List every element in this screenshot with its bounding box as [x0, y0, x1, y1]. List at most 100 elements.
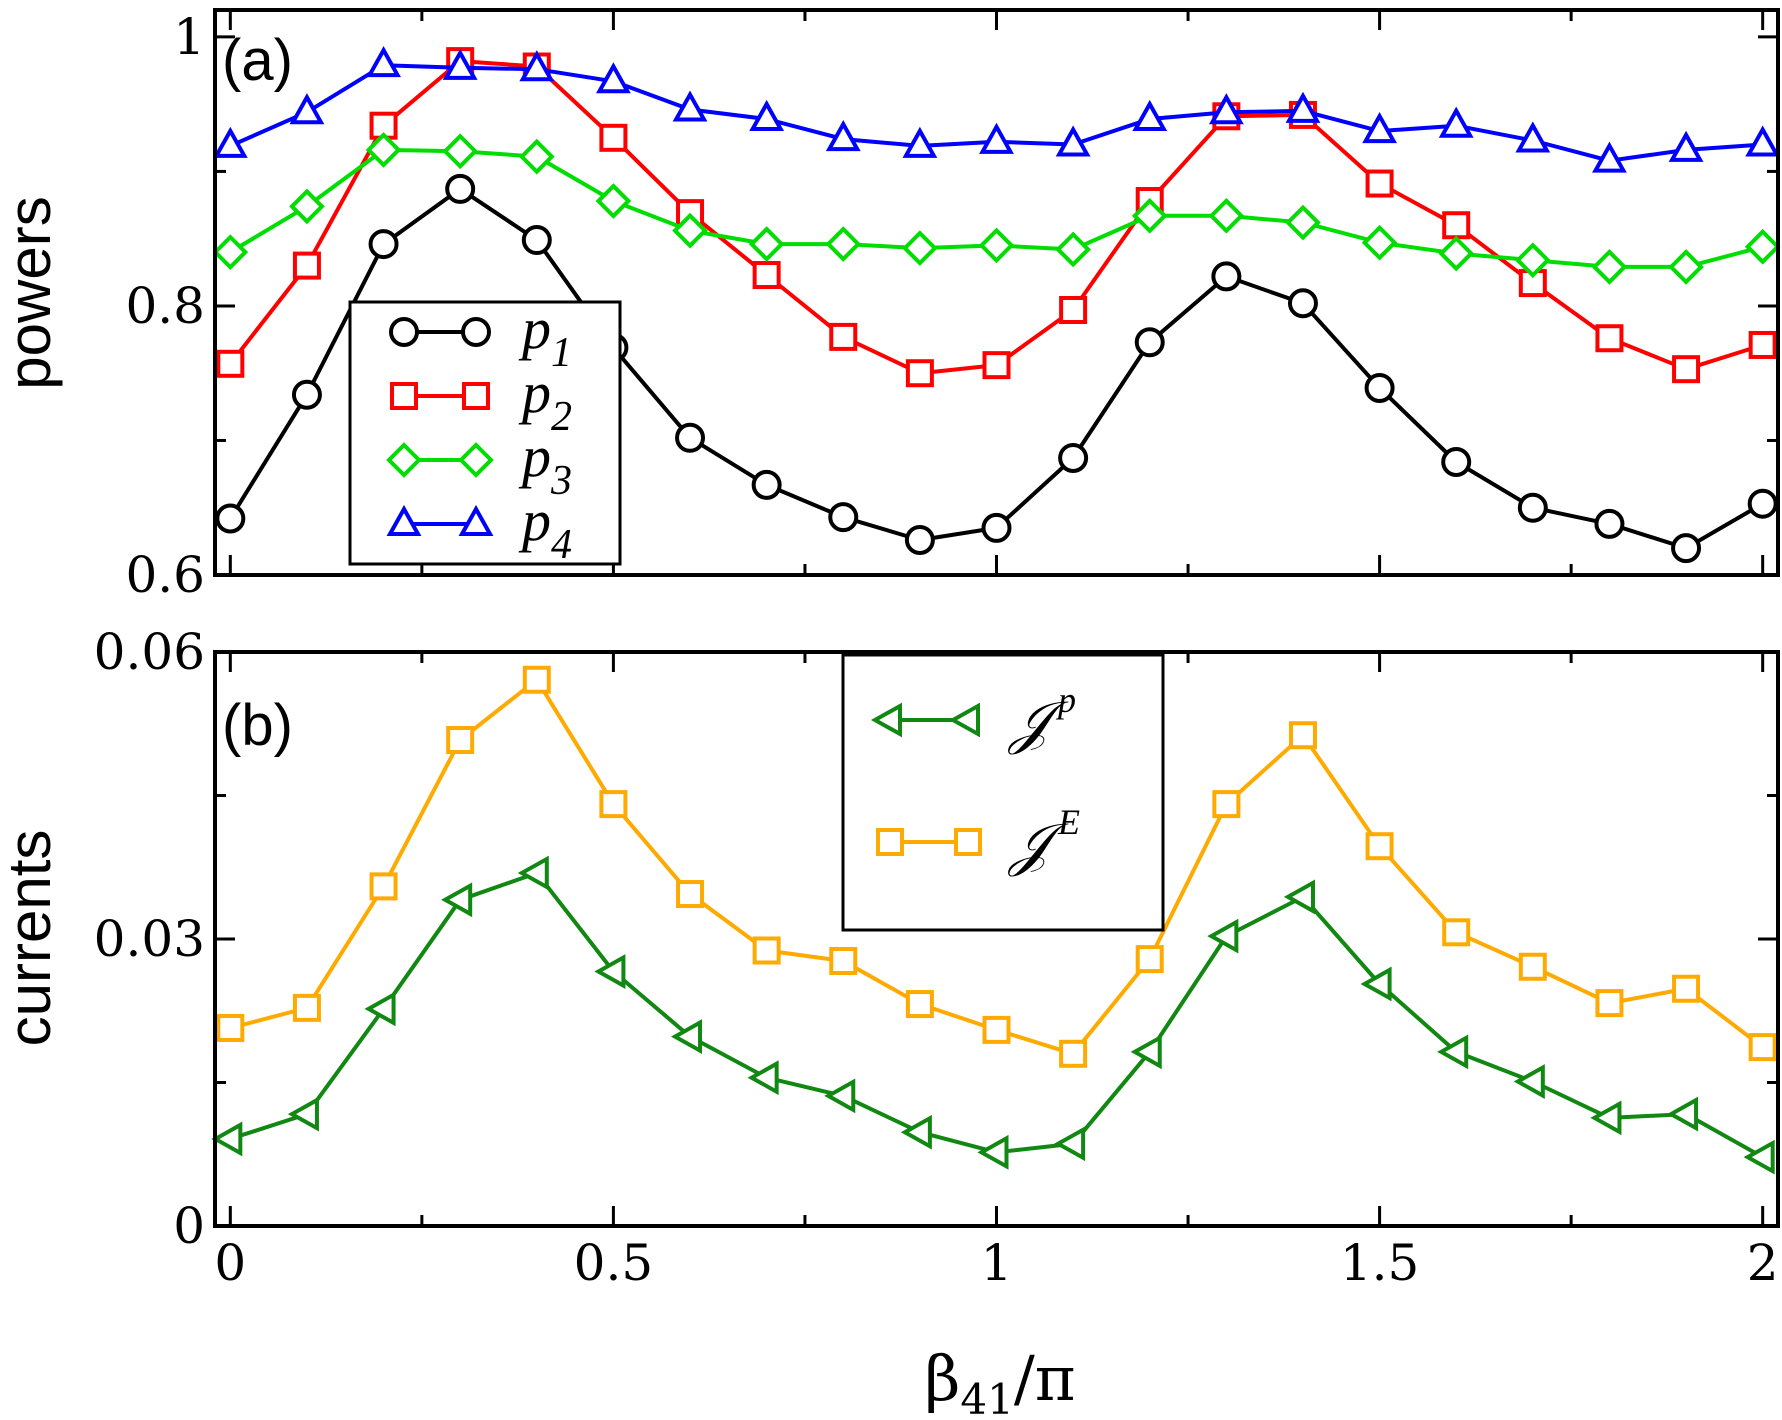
data-point-p3: [902, 230, 938, 266]
data-point-p2: [982, 351, 1011, 380]
data-point-JE: [905, 990, 934, 1019]
data-point-p2: [829, 322, 858, 351]
x-axis-title-main: β: [925, 1342, 961, 1415]
legend-marker: [390, 382, 418, 410]
panel-b-y-axis-title: currents: [0, 830, 63, 1047]
panel-b-tag: (b): [222, 693, 293, 758]
data-point-p3: [1514, 242, 1551, 279]
data-point-Jp: [1513, 1064, 1545, 1099]
panel-b-legend-box: [841, 653, 1165, 932]
data-point-p1: [675, 422, 706, 453]
legend-marker: [954, 828, 982, 856]
data-point-JE: [1672, 974, 1701, 1003]
data-point-p2: [1365, 169, 1394, 198]
data-point-p1: [828, 502, 859, 533]
data-point-JE: [1059, 1039, 1088, 1068]
data-point-p2: [1748, 330, 1777, 359]
legend-marker: [876, 828, 904, 856]
data-point-Jp: [594, 954, 626, 989]
data-point-Jp: [517, 855, 549, 891]
data-point-JE: [676, 880, 705, 909]
data-point-p3: [442, 133, 479, 170]
data-point-p2: [752, 261, 781, 290]
data-point-p3: [212, 234, 249, 270]
data-point-p4: [289, 93, 325, 125]
y-tick-label: 0.6: [125, 546, 205, 604]
data-point-JE: [752, 936, 781, 965]
data-point-p1: [521, 225, 552, 256]
data-point-p1: [981, 512, 1012, 543]
data-point-JE: [1365, 832, 1394, 861]
data-point-p4: [1745, 125, 1781, 157]
data-point-p4: [1132, 99, 1168, 131]
data-point-JE: [829, 947, 858, 976]
panel-b-frame: [213, 650, 1780, 1228]
data-point-p4: [1285, 91, 1321, 123]
data-point-p3: [825, 226, 862, 262]
panel-a-series: [212, 46, 1781, 564]
data-point-p1: [1594, 508, 1625, 539]
legend-label-sup: E: [1057, 802, 1080, 842]
data-point-p1: [1364, 373, 1395, 404]
data-point-p3: [748, 226, 785, 262]
data-point-p4: [1362, 111, 1398, 144]
data-point-JE: [369, 872, 398, 901]
data-point-p3: [1131, 197, 1168, 234]
x-axis-title: β41/π: [925, 1342, 1076, 1420]
data-point-JE: [1442, 918, 1471, 947]
data-point-Jp: [1666, 1096, 1699, 1132]
data-point-p4: [366, 46, 401, 78]
data-point-Jp: [1360, 966, 1392, 1002]
data-point-p2: [905, 359, 934, 388]
x-axis-title-tail: /π: [1014, 1342, 1076, 1415]
data-point-Jp: [1207, 918, 1239, 954]
legend-marker: [458, 442, 494, 478]
data-point-p3: [1591, 249, 1628, 285]
panel-a-y-axis-title: powers: [0, 196, 63, 389]
data-point-p4: [1592, 141, 1627, 173]
data-point-Jp: [364, 991, 396, 1027]
data-point-p3: [289, 188, 325, 225]
panel-b-series: [211, 665, 1777, 1175]
data-point-p4: [825, 120, 861, 152]
data-point-JE: [446, 726, 475, 755]
data-point-p1: [1211, 261, 1242, 292]
data-point-p1: [368, 229, 399, 260]
legend-label-sup: p: [1055, 680, 1076, 720]
data-point-p2: [292, 251, 321, 280]
data-point-p4: [212, 126, 248, 158]
data-point-p2: [599, 123, 628, 152]
data-point-p3: [1208, 197, 1245, 234]
data-point-p1: [1134, 327, 1165, 358]
data-point-p2: [1595, 324, 1624, 353]
data-point-p3: [365, 132, 402, 168]
data-point-Jp: [211, 1121, 243, 1157]
data-point-p1: [904, 525, 935, 556]
legend-label-sub: 3: [550, 458, 572, 504]
y-tick-label: 1: [173, 8, 205, 66]
data-point-p3: [672, 212, 708, 249]
y-tick-label: 0: [173, 1197, 205, 1255]
data-point-p4: [1668, 130, 1704, 162]
data-point-p1: [1747, 488, 1778, 519]
x-tick-label: 1.5: [1340, 1234, 1420, 1292]
legend-marker: [948, 702, 980, 738]
data-point-p4: [902, 126, 938, 158]
data-point-JE: [1595, 989, 1624, 1018]
data-point-p1: [291, 379, 322, 410]
data-point-p1: [1441, 447, 1472, 477]
data-point-p2: [1059, 295, 1088, 324]
data-point-p1: [751, 469, 782, 500]
data-point-Jp: [747, 1060, 779, 1096]
legend-marker: [458, 504, 494, 536]
legend-marker: [389, 317, 419, 347]
data-point-p2: [1442, 211, 1471, 240]
panel-a-ticks: 0.6 0.8 1: [125, 8, 1778, 604]
data-point-p1: [1517, 492, 1548, 523]
data-point-JE: [599, 790, 628, 819]
